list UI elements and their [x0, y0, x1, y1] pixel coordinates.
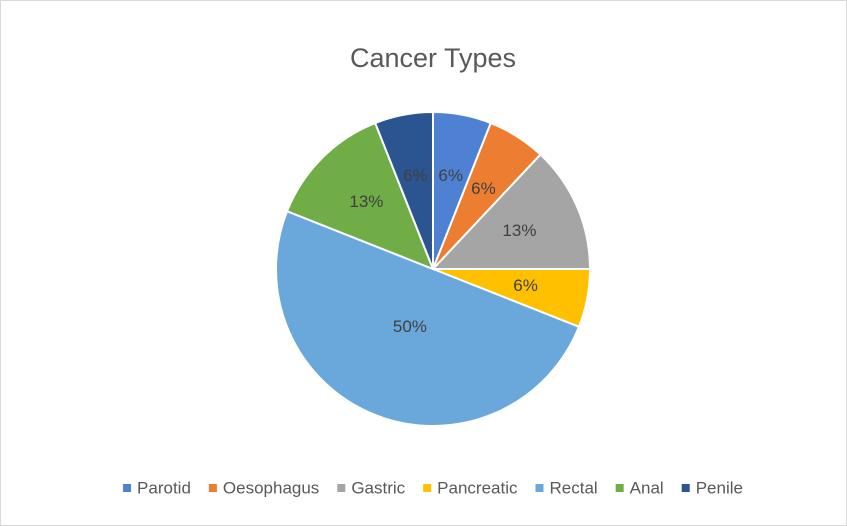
legend-marker: [123, 484, 132, 492]
legend-marker: [681, 484, 690, 492]
legend-marker: [615, 484, 624, 492]
legend-label: Gastric: [351, 478, 405, 497]
pie-slice: [430, 153, 592, 270]
legend-label: Penile: [696, 478, 743, 497]
data-label: 6%: [471, 179, 496, 198]
legend-label: Parotid: [137, 478, 191, 497]
pie-slice: [373, 110, 434, 270]
pie-slice: [285, 121, 435, 271]
legend-label: Anal: [630, 478, 664, 497]
data-label: 13%: [502, 221, 536, 240]
data-label: 50%: [393, 317, 427, 336]
legend-label: Rectal: [549, 478, 597, 497]
legend-marker: [208, 484, 217, 492]
data-label: 6%: [438, 166, 463, 185]
pie-slice: [275, 209, 581, 427]
legend-marker: [423, 484, 432, 492]
legend-marker: [337, 484, 346, 492]
data-label: 13%: [349, 192, 383, 211]
data-label: 6%: [513, 276, 538, 295]
legend-marker: [535, 484, 544, 492]
legend-label: Pancreatic: [437, 478, 518, 497]
data-label: 6%: [403, 166, 428, 185]
chart-title: Cancer Types: [350, 43, 516, 73]
legend-label: Oesophagus: [223, 478, 319, 497]
